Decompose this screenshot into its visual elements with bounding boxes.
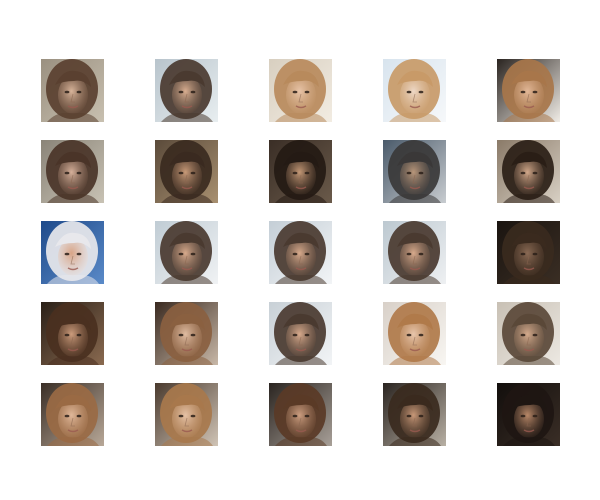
face-thumbnail xyxy=(383,221,446,284)
face-thumbnail xyxy=(497,383,560,446)
face-thumbnail xyxy=(41,59,104,122)
face-thumbnail xyxy=(41,383,104,446)
face-thumbnail xyxy=(155,140,218,203)
face-thumbnail xyxy=(497,59,560,122)
face-thumbnail xyxy=(269,221,332,284)
face-thumbnail xyxy=(155,221,218,284)
face-thumbnail xyxy=(383,383,446,446)
face-thumbnail xyxy=(155,59,218,122)
face-thumbnail xyxy=(269,59,332,122)
face-thumbnail xyxy=(41,221,104,284)
face-thumbnail xyxy=(269,383,332,446)
face-thumbnail xyxy=(497,302,560,365)
face-thumbnail xyxy=(269,140,332,203)
face-thumbnail xyxy=(41,302,104,365)
face-thumbnail xyxy=(497,140,560,203)
face-thumbnail xyxy=(269,302,332,365)
face-thumbnail xyxy=(383,302,446,365)
face-thumbnail xyxy=(383,59,446,122)
face-thumbnail xyxy=(383,140,446,203)
face-thumbnail xyxy=(41,140,104,203)
face-thumbnail xyxy=(497,221,560,284)
face-thumbnail xyxy=(155,302,218,365)
face-thumbnail xyxy=(155,383,218,446)
